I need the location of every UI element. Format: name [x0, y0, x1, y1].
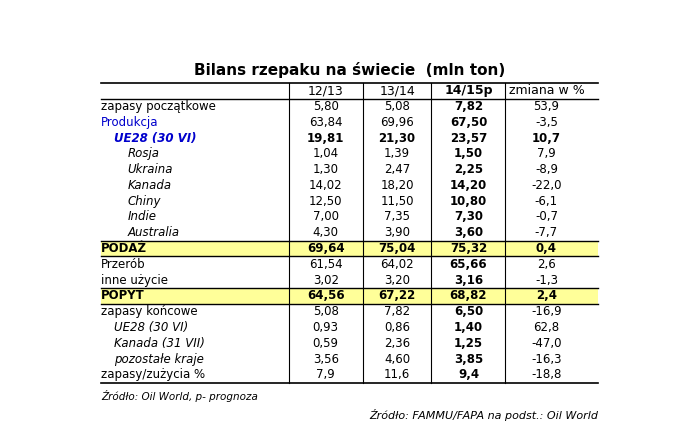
Text: -18,8: -18,8: [531, 368, 561, 381]
Text: 11,50: 11,50: [381, 195, 414, 208]
Text: -47,0: -47,0: [531, 337, 562, 350]
Text: 3,02: 3,02: [313, 274, 339, 287]
Text: 11,6: 11,6: [384, 368, 410, 381]
Text: -1,3: -1,3: [535, 274, 558, 287]
Text: 0,4: 0,4: [536, 242, 557, 255]
Text: -8,9: -8,9: [535, 163, 558, 176]
Text: 2,47: 2,47: [384, 163, 410, 176]
Text: 7,82: 7,82: [384, 305, 410, 318]
Text: inne użycie: inne użycie: [101, 274, 168, 287]
Text: 2,4: 2,4: [536, 289, 557, 302]
Text: 21,30: 21,30: [379, 132, 415, 145]
Text: Bilans rzepaku na świecie  (mln ton): Bilans rzepaku na świecie (mln ton): [194, 62, 505, 78]
Bar: [101, 241, 598, 256]
Text: 4,60: 4,60: [384, 353, 410, 366]
Text: zapasy/zużycia %: zapasy/zużycia %: [101, 368, 205, 381]
Text: POPYT: POPYT: [101, 289, 145, 302]
Text: 14,20: 14,20: [450, 179, 487, 192]
Text: 0,93: 0,93: [313, 321, 339, 334]
Text: pozostałe kraje: pozostałe kraje: [115, 353, 204, 366]
Text: Ukraina: Ukraina: [128, 163, 173, 176]
Text: 68,82: 68,82: [449, 289, 487, 302]
Text: 53,9: 53,9: [533, 100, 559, 113]
Text: 12,50: 12,50: [309, 195, 342, 208]
Text: UE28 (30 VI): UE28 (30 VI): [115, 132, 197, 145]
Text: 1,39: 1,39: [384, 147, 410, 160]
Text: 3,90: 3,90: [384, 226, 410, 240]
Text: 7,00: 7,00: [313, 211, 339, 223]
Text: 12/13: 12/13: [308, 84, 344, 97]
Text: 1,40: 1,40: [454, 321, 483, 334]
Text: 7,9: 7,9: [316, 368, 335, 381]
Text: zmiana w %: zmiana w %: [509, 84, 584, 97]
Text: 10,7: 10,7: [532, 132, 561, 145]
Text: 5,08: 5,08: [384, 100, 410, 113]
Text: -3,5: -3,5: [535, 116, 558, 129]
Text: 75,32: 75,32: [450, 242, 487, 255]
Text: 61,54: 61,54: [309, 258, 342, 271]
Text: 7,9: 7,9: [537, 147, 556, 160]
Text: 0,86: 0,86: [384, 321, 410, 334]
Text: 4,30: 4,30: [313, 226, 339, 240]
Text: Przerób: Przerób: [101, 258, 146, 271]
Text: 5,80: 5,80: [313, 100, 339, 113]
Text: 7,35: 7,35: [384, 211, 410, 223]
Text: 2,36: 2,36: [384, 337, 410, 350]
Text: 62,8: 62,8: [533, 321, 559, 334]
Text: 65,66: 65,66: [449, 258, 487, 271]
Text: 14/15p: 14/15p: [444, 84, 492, 97]
Text: Kanada: Kanada: [128, 179, 172, 192]
Text: Chiny: Chiny: [128, 195, 161, 208]
Text: 7,30: 7,30: [454, 211, 483, 223]
Text: Źródło: Oil World, p- prognoza: Źródło: Oil World, p- prognoza: [101, 390, 258, 402]
Text: 75,04: 75,04: [379, 242, 416, 255]
Text: -16,9: -16,9: [531, 305, 562, 318]
Text: 3,16: 3,16: [454, 274, 483, 287]
Text: 3,85: 3,85: [454, 353, 483, 366]
Text: 7,82: 7,82: [454, 100, 483, 113]
Text: 64,02: 64,02: [381, 258, 414, 271]
Text: 10,80: 10,80: [450, 195, 487, 208]
Text: 19,81: 19,81: [307, 132, 344, 145]
Bar: [101, 288, 598, 304]
Text: 3,56: 3,56: [313, 353, 339, 366]
Text: PODAŻ: PODAŻ: [101, 242, 147, 255]
Text: UE28 (30 VI): UE28 (30 VI): [115, 321, 188, 334]
Text: -22,0: -22,0: [531, 179, 562, 192]
Text: 3,20: 3,20: [384, 274, 410, 287]
Text: 9,4: 9,4: [458, 368, 479, 381]
Text: Indie: Indie: [128, 211, 157, 223]
Text: 6,50: 6,50: [454, 305, 483, 318]
Text: zapasy początkowe: zapasy początkowe: [101, 100, 216, 113]
Text: 13/14: 13/14: [379, 84, 415, 97]
Text: 2,6: 2,6: [537, 258, 556, 271]
Text: 1,50: 1,50: [454, 147, 483, 160]
Text: Australia: Australia: [128, 226, 179, 240]
Text: -16,3: -16,3: [531, 353, 562, 366]
Text: 67,22: 67,22: [379, 289, 416, 302]
Text: Produkcja: Produkcja: [101, 116, 159, 129]
Text: zapasy końcowe: zapasy końcowe: [101, 305, 198, 318]
Text: 5,08: 5,08: [313, 305, 339, 318]
Text: 2,25: 2,25: [454, 163, 483, 176]
Text: 69,96: 69,96: [381, 116, 414, 129]
Text: 14,02: 14,02: [309, 179, 342, 192]
Text: Rosja: Rosja: [128, 147, 160, 160]
Text: -6,1: -6,1: [535, 195, 558, 208]
Text: 69,64: 69,64: [307, 242, 344, 255]
Text: 1,04: 1,04: [312, 147, 339, 160]
Text: 1,30: 1,30: [313, 163, 339, 176]
Text: Kanada (31 VII): Kanada (31 VII): [115, 337, 205, 350]
Text: 0,59: 0,59: [313, 337, 339, 350]
Text: -0,7: -0,7: [535, 211, 558, 223]
Text: 63,84: 63,84: [309, 116, 342, 129]
Text: 1,25: 1,25: [454, 337, 483, 350]
Text: 64,56: 64,56: [307, 289, 344, 302]
Text: 23,57: 23,57: [450, 132, 487, 145]
Text: Źródło: FAMMU/FAPA na podst.: Oil World: Źródło: FAMMU/FAPA na podst.: Oil World: [369, 409, 598, 421]
Text: -7,7: -7,7: [535, 226, 558, 240]
Text: 3,60: 3,60: [454, 226, 483, 240]
Text: 18,20: 18,20: [381, 179, 414, 192]
Text: 67,50: 67,50: [449, 116, 487, 129]
